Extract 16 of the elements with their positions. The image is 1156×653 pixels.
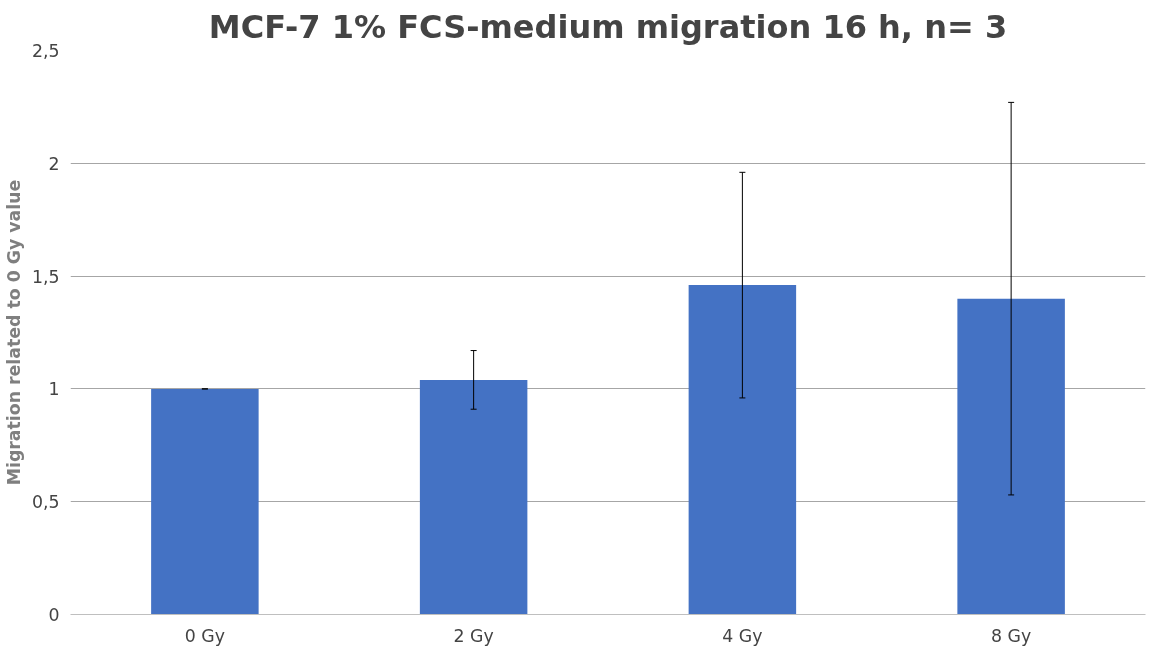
bar [957,298,1065,615]
x-tick-label: 8 Gy [991,625,1032,646]
x-tick-label: 0 Gy [184,625,225,646]
y-tick-label: 2,5 [31,41,60,61]
bar [419,379,528,615]
y-tick-label: 1,5 [31,266,60,287]
y-tick-label: 1 [48,379,60,400]
y-tick-label: 2 [48,153,60,174]
x-tick-label: 2 Gy [453,625,494,646]
y-tick-label: 0,5 [31,492,60,513]
chart-title: MCF-7 1% FCS-medium migration 16 h, n= 3 [208,7,1008,46]
bar [151,388,259,615]
x-tick-label: 4 Gy [722,625,763,646]
y-tick-label: 0 [48,605,60,625]
y-axis-title: Migration related to 0 Gy value [3,179,24,486]
bar [688,285,797,615]
